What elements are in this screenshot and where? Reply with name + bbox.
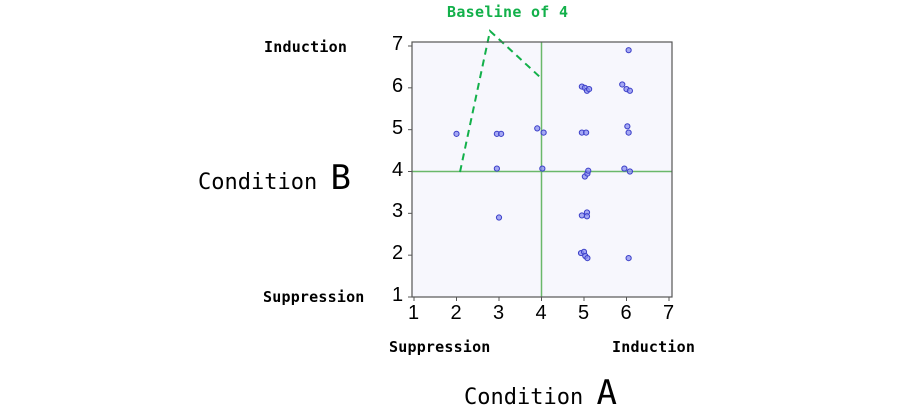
data-point (583, 129, 590, 136)
data-point (586, 85, 593, 93)
y-tick-label: 3 (392, 200, 404, 223)
y-tick-label: 2 (392, 242, 404, 265)
x-tick-label: 2 (450, 302, 462, 324)
data-point (625, 47, 632, 54)
y-tick-label: 1 (392, 284, 404, 306)
data-points (453, 47, 634, 262)
data-point (498, 130, 505, 137)
x-tick-label: 7 (663, 302, 675, 324)
data-point (539, 165, 546, 172)
data-point (585, 167, 592, 174)
x-tick-label: 6 (620, 302, 632, 324)
y-tick-label: 6 (392, 74, 404, 97)
x-tick-label: 3 (493, 302, 505, 324)
x-tick-label: 5 (578, 302, 590, 324)
axes (408, 41, 673, 301)
data-point (583, 213, 591, 220)
data-point (495, 214, 503, 221)
x-axis-low-label: Suppression (389, 338, 491, 356)
data-point (625, 254, 632, 262)
x-tick-label: 4 (535, 302, 547, 324)
data-point (578, 212, 585, 219)
data-point (619, 81, 626, 88)
y-tick-label: 5 (392, 116, 404, 139)
y-tick-label: 7 (392, 33, 404, 55)
data-point (625, 129, 632, 136)
y-axis-low-label: Suppression (263, 288, 365, 306)
x-axis-title-main: Condition (464, 385, 584, 410)
baseline-annotation-label: Baseline of 4 (447, 3, 569, 21)
data-point (621, 165, 628, 172)
x-axis-title-letter: A (596, 373, 617, 413)
x-axis-high-label: Induction (612, 338, 696, 356)
y-axis-title-main: Condition (198, 170, 318, 195)
y-axis-title-letter: B (330, 158, 351, 198)
data-point (540, 129, 547, 136)
data-point (534, 125, 541, 132)
data-point (626, 168, 634, 175)
y-axis-title: Condition B (198, 158, 351, 198)
data-point (584, 254, 591, 262)
x-tick-label: 1 (408, 302, 420, 324)
y-axis-high-label: Induction (264, 38, 348, 56)
data-point (453, 130, 460, 137)
y-tick-label: 4 (392, 158, 404, 181)
baseline-dashed-pointer (459, 29, 542, 173)
data-point (493, 165, 500, 172)
data-point (626, 87, 634, 94)
data-point (624, 123, 631, 130)
x-axis-title: Condition A (464, 373, 617, 413)
